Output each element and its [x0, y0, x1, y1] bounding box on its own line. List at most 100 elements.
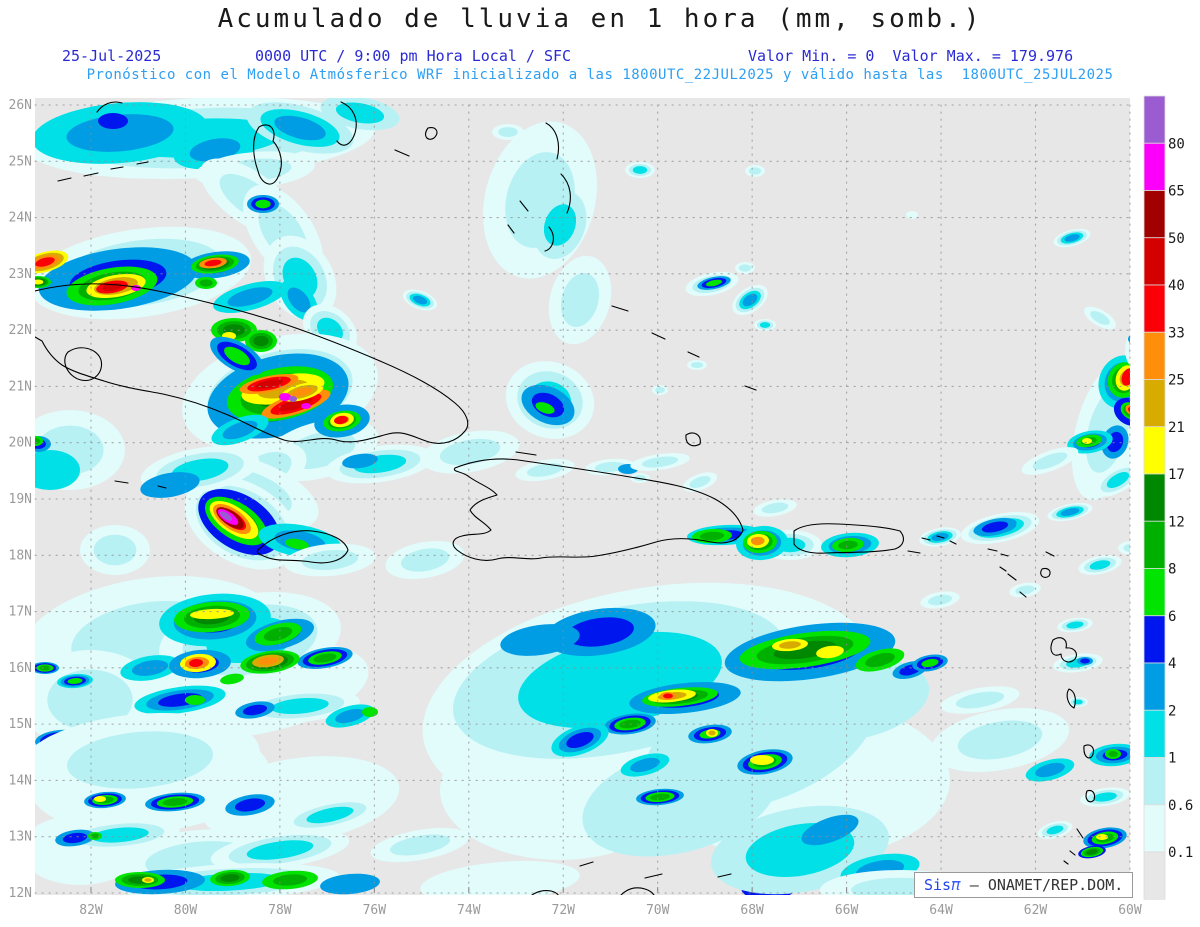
rain-contour	[255, 199, 271, 209]
rain-contour	[1132, 335, 1143, 342]
rain-contour	[738, 264, 752, 272]
page-title: Acumulado de lluvia en 1 hora (mm, somb.…	[217, 4, 983, 34]
rain-contour	[222, 420, 258, 440]
colorbar-label: 2	[1168, 703, 1176, 719]
rain-contour	[224, 346, 250, 366]
rain-contour	[957, 720, 1043, 760]
coastline-bahamas-eleuthera	[507, 122, 571, 252]
rain-contour	[761, 502, 789, 514]
colorbar-segment	[1143, 662, 1166, 711]
colorbar-label: 0.1	[1168, 845, 1193, 861]
watermark-org: – ONAMET/REP.DOM.	[960, 876, 1124, 894]
rain-contour	[301, 403, 311, 409]
lat-tick-label: 26N	[9, 98, 32, 113]
rain-contour	[199, 279, 213, 287]
colorbar-label: 12	[1168, 514, 1185, 530]
lat-tick-label: 12N	[9, 886, 32, 901]
coastline-isla-juventud	[64, 347, 103, 382]
colorbar-segment	[1143, 237, 1166, 286]
lat-tick-label: 18N	[9, 548, 32, 563]
rain-contour	[320, 873, 380, 895]
rain-contour	[62, 832, 88, 844]
rain-contour	[543, 204, 577, 246]
rain-contour	[690, 361, 704, 369]
rain-contour	[67, 678, 83, 684]
rain-contour	[253, 335, 269, 347]
rain-contour	[1121, 368, 1130, 386]
rain-contour	[144, 878, 152, 882]
rain-contour	[655, 386, 665, 394]
coastlines-layer	[35, 101, 1111, 895]
colorbar-label: 40	[1168, 278, 1185, 294]
rain-contour	[335, 708, 365, 724]
rain-contour	[279, 396, 313, 412]
watermark-pi-icon: π	[951, 875, 961, 894]
rain-contour	[650, 793, 670, 801]
rain-contour	[1123, 543, 1130, 553]
lon-tick-label: 66W	[835, 903, 859, 918]
rain-contour	[500, 624, 580, 656]
lon-tick-label: 68W	[740, 903, 764, 918]
rain-contour	[1064, 234, 1080, 242]
colorbar-label: 25	[1168, 373, 1185, 389]
coastline-bahamas-andros	[253, 124, 282, 185]
rain-contour	[630, 757, 660, 773]
coastline-bahamas-southeast	[611, 305, 757, 447]
rain-contour	[279, 393, 291, 401]
rain-contour	[1035, 762, 1065, 778]
lat-tick-label: 21N	[9, 379, 32, 394]
rain-contour	[750, 755, 774, 765]
coastline-hispaniola	[452, 451, 744, 561]
coastline-abc-islands	[579, 861, 732, 879]
colorbar-label: 1	[1168, 751, 1176, 767]
colorbar-label: 33	[1168, 325, 1185, 341]
rain-contour	[271, 697, 329, 715]
rain-contour	[306, 806, 354, 824]
rain-contour	[1089, 560, 1111, 570]
lon-tick-label: 80W	[174, 903, 198, 918]
rain-contour	[234, 798, 266, 812]
rain-contour	[526, 463, 564, 477]
rain-contour	[35, 450, 80, 490]
rain-contour	[334, 415, 348, 425]
rain-contour	[742, 293, 758, 307]
rain-contour	[227, 287, 273, 307]
lon-tick-label: 74W	[457, 903, 481, 918]
rain-contour	[498, 127, 518, 137]
rain-contour	[1093, 792, 1117, 802]
rain-contour	[189, 138, 241, 162]
rain-contour	[35, 279, 44, 285]
rain-contour	[400, 548, 450, 572]
rain-contour	[1096, 834, 1108, 840]
value-min-max: Valor Min. = 0 Valor Max. = 179.976	[748, 47, 1074, 65]
rain-contour	[594, 461, 626, 473]
lat-tick-label: 13N	[9, 830, 32, 845]
rain-contour	[93, 534, 137, 566]
rain-contour	[689, 476, 711, 488]
rain-contour	[1046, 825, 1064, 835]
rain-contour	[705, 279, 723, 287]
rain-contour	[289, 396, 297, 402]
colorbar-segment	[1143, 379, 1166, 428]
axis-labels-layer: 26N 25N 24N 23N 22N 21N 20N 19N 18N 17N 16N 15N 14N 1…	[9, 98, 1142, 918]
colorbar-segment	[1143, 804, 1166, 853]
lat-tick-label: 25N	[9, 154, 32, 169]
colorbar-segment	[1143, 95, 1166, 144]
lon-tick-label: 64W	[929, 903, 953, 918]
watermark-box: Sisπ – ONAMET/REP.DOM.	[914, 872, 1134, 898]
colorbar-segment	[1143, 473, 1166, 522]
colorbar-label: 8	[1168, 562, 1176, 578]
rain-contour	[162, 798, 188, 806]
rain-contour	[220, 874, 240, 882]
rain-contour	[1106, 472, 1130, 488]
rain-contour	[140, 472, 200, 498]
colorbar-label: 21	[1168, 420, 1185, 436]
rain-contour	[751, 537, 763, 545]
coastline-jamaica	[256, 530, 349, 564]
rain-contour	[921, 658, 939, 668]
rain-contour	[663, 693, 673, 699]
lon-tick-label: 78W	[268, 903, 292, 918]
coastline-cayman	[114, 480, 167, 489]
colorbar-segment	[1143, 757, 1166, 806]
